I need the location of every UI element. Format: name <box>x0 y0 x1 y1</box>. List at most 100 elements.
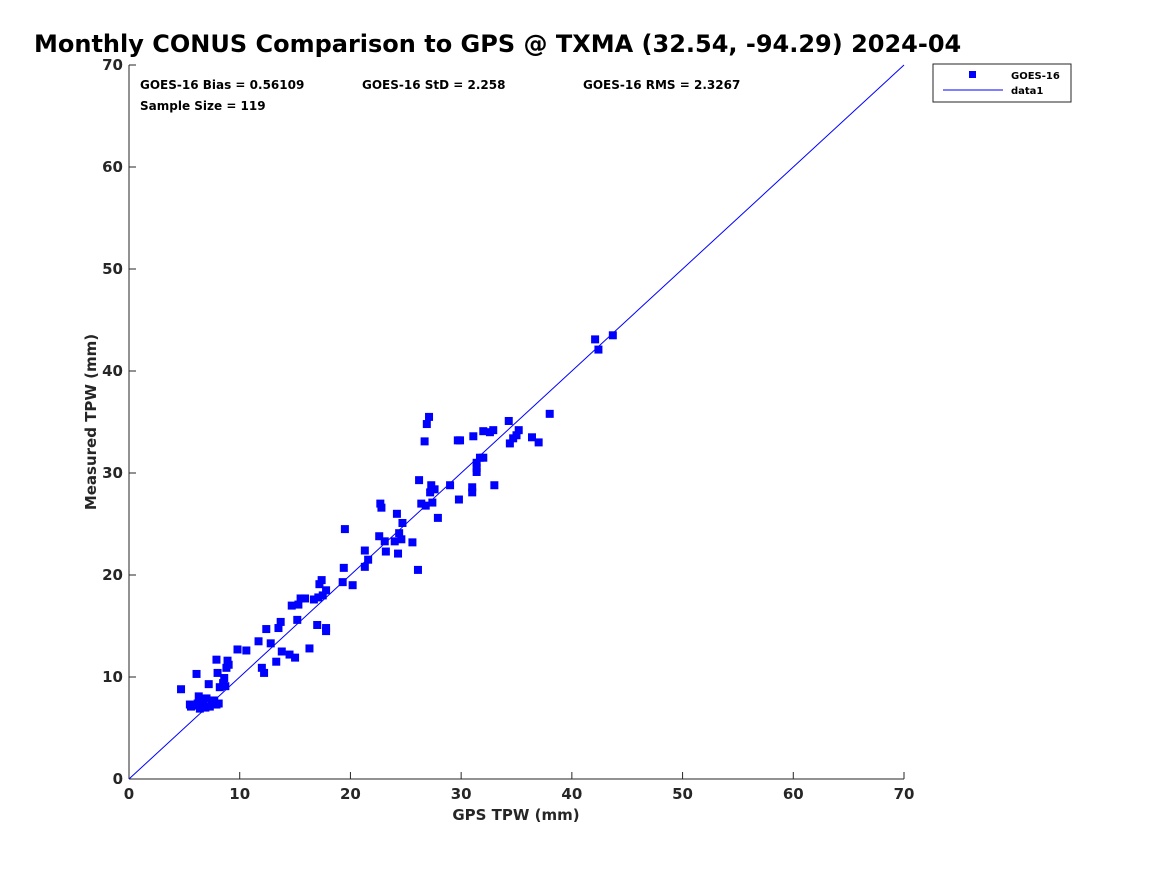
x-tick-label: 50 <box>672 785 693 803</box>
data-point <box>413 565 422 574</box>
data-point <box>433 513 442 522</box>
data-point <box>479 453 488 462</box>
x-tick-label: 20 <box>340 785 361 803</box>
data-point <box>422 420 431 429</box>
data-point <box>305 644 314 653</box>
data-point <box>242 646 251 655</box>
data-point <box>296 594 305 603</box>
data-point <box>490 481 499 490</box>
x-ticks: 0 10 20 30 40 50 60 70 <box>124 772 915 803</box>
data-point <box>277 647 286 656</box>
data-point <box>210 696 219 705</box>
x-tick-label: 60 <box>783 785 804 803</box>
data-point <box>472 467 481 476</box>
data-point <box>293 615 302 624</box>
data-point <box>322 586 331 595</box>
legend-label-data1: data1 <box>1011 86 1043 97</box>
data-point <box>377 503 386 512</box>
y-tick-label: 50 <box>102 260 123 278</box>
data-point <box>469 432 478 441</box>
data-point <box>322 627 331 636</box>
data-point <box>254 637 263 646</box>
data-point <box>504 416 513 425</box>
legend-box <box>932 63 1072 103</box>
y-ticks: 0 10 20 30 40 50 60 70 <box>102 56 136 788</box>
data-point <box>426 488 435 497</box>
data-point <box>314 593 323 602</box>
data-point <box>591 335 600 344</box>
data-point <box>233 645 242 654</box>
legend-marker-goes16 <box>969 71 976 78</box>
data-point <box>287 601 296 610</box>
data-point <box>301 594 310 603</box>
data-point <box>392 509 401 518</box>
data-point <box>360 546 369 555</box>
data-point <box>189 701 198 710</box>
data-point <box>408 538 417 547</box>
x-tick-label: 40 <box>561 785 582 803</box>
y-axis-label: Measured TPW (mm) <box>82 334 100 510</box>
data-point <box>318 591 327 600</box>
data-point <box>348 581 357 590</box>
data-point <box>196 697 205 706</box>
data-point <box>291 653 300 662</box>
data-point <box>425 412 434 421</box>
data-point <box>262 625 271 634</box>
y-tick-label: 30 <box>102 464 123 482</box>
data-point <box>257 663 266 672</box>
y-tick-label: 0 <box>113 770 123 788</box>
scatter-points <box>177 331 617 713</box>
data-point <box>394 549 403 558</box>
data-point <box>276 617 285 626</box>
stat-std: GOES-16 StD = 2.258 <box>362 78 505 92</box>
x-tick-label: 0 <box>124 785 134 803</box>
data-point <box>472 463 481 472</box>
data-point <box>201 703 210 712</box>
y-tick-label: 10 <box>102 668 123 686</box>
data-point <box>468 483 477 492</box>
data-point <box>528 433 536 442</box>
data-point <box>212 655 221 664</box>
data-point <box>192 669 201 678</box>
data-point <box>534 438 543 447</box>
data-point <box>489 426 498 435</box>
stat-rms: GOES-16 RMS = 2.3267 <box>583 78 740 92</box>
data-point <box>317 576 326 585</box>
data-point <box>456 436 465 445</box>
data-point <box>266 639 275 648</box>
stat-sample-size: Sample Size = 119 <box>140 99 266 113</box>
data-point <box>380 537 389 546</box>
data-point <box>397 535 406 544</box>
data-point <box>608 331 617 340</box>
data-point <box>360 562 369 571</box>
y-tick-label: 20 <box>102 566 123 584</box>
data-point <box>340 525 349 534</box>
data-point <box>221 682 230 691</box>
data-point <box>417 499 426 508</box>
data-point <box>177 685 186 694</box>
data-point <box>224 660 233 669</box>
data-point <box>215 683 224 692</box>
data-point <box>446 481 455 490</box>
data-point <box>315 580 324 589</box>
x-tick-label: 70 <box>894 785 915 803</box>
data-point <box>338 578 347 587</box>
data-point <box>420 437 429 446</box>
y-tick-label: 60 <box>102 158 123 176</box>
data-point <box>545 409 554 418</box>
data-point <box>260 668 269 677</box>
data-point <box>214 699 223 708</box>
data-point <box>285 650 294 659</box>
data-point <box>220 674 229 683</box>
data-point <box>468 488 477 497</box>
data-point <box>512 431 521 440</box>
legend-label-goes16: GOES-16 <box>1011 71 1060 82</box>
data-point <box>479 427 488 436</box>
data-point <box>428 498 437 507</box>
data-point <box>194 692 203 701</box>
y-tick-label: 40 <box>102 362 123 380</box>
x-tick-label: 30 <box>451 785 472 803</box>
data-point <box>472 458 481 467</box>
stat-bias: GOES-16 Bias = 0.56109 <box>140 78 304 92</box>
